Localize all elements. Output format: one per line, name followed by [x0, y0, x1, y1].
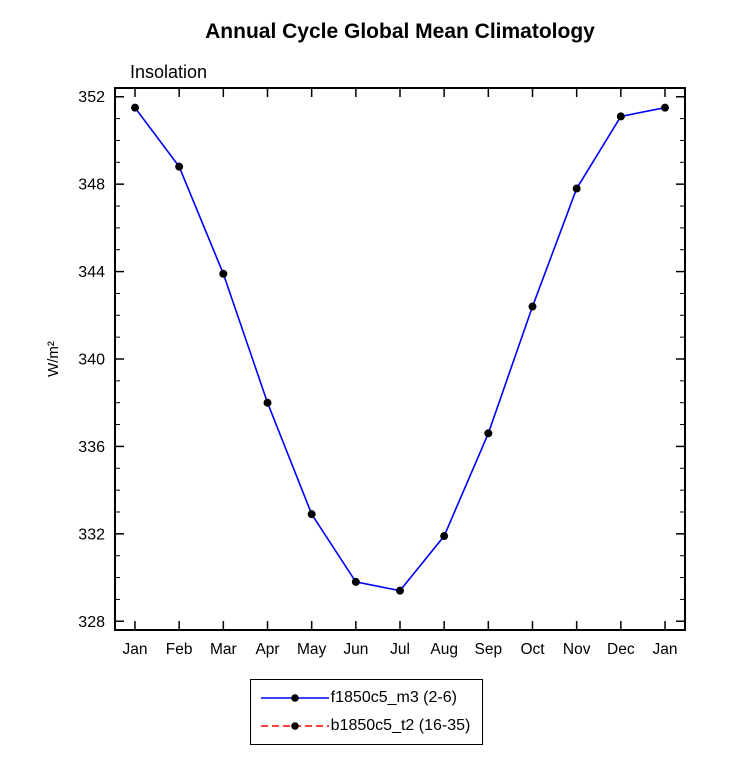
- y-axis-label: W/m²: [45, 341, 62, 377]
- x-tick-label: May: [297, 641, 327, 658]
- x-tick-label: Jun: [343, 641, 368, 658]
- plot-box: [114, 87, 686, 631]
- chart-subtitle: Insolation: [130, 62, 207, 82]
- legend-label-0: f1850c5_m3 (2-6): [330, 689, 457, 706]
- x-tick-label: Nov: [563, 641, 591, 658]
- annual-cycle-chart: Annual Cycle Global Mean Climatology Ins…: [45, 20, 686, 658]
- data-point-marker: [616, 112, 625, 121]
- x-tick-label: Mar: [210, 641, 237, 658]
- x-tick-label: Jul: [390, 641, 410, 658]
- x-tick-label: Dec: [607, 641, 635, 658]
- data-point-marker: [572, 184, 581, 193]
- legend-entry-1: b1850c5_t2 (16-35): [259, 713, 471, 739]
- y-tick-label: 336: [78, 439, 105, 456]
- x-tick-label: Jan: [123, 641, 148, 658]
- data-point-marker: [175, 162, 184, 171]
- y-tick-label: 348: [78, 177, 105, 194]
- data-point-marker: [263, 398, 272, 407]
- legend-sample-marker: [290, 694, 299, 702]
- plot-area: Jan Feb Mar Apr May Jun Jul Aug Sep Oct Nov Dec Jan 3…: [78, 87, 686, 658]
- data-point-marker: [351, 577, 360, 586]
- data-point-marker: [528, 302, 537, 311]
- legend: f1850c5_m3 (2-6) b1850c5_t2 (16-35): [249, 679, 484, 745]
- legend-line-sample-solid: [260, 694, 329, 702]
- x-tick-label: Sep: [475, 641, 503, 658]
- y-tick-label: 328: [78, 614, 105, 631]
- legend-sample-marker: [290, 722, 299, 730]
- y-tick-label: 332: [78, 526, 105, 543]
- legend-label-1: b1850c5_t2 (16-35): [330, 717, 471, 734]
- y-tick-label: 344: [78, 264, 105, 281]
- series-line: [134, 106, 666, 592]
- data-point-marker: [131, 103, 139, 112]
- legend-line-sample-dashed: [260, 722, 329, 730]
- x-tick-label: Jan: [653, 641, 678, 658]
- x-tick-label: Oct: [520, 641, 545, 658]
- chart-title: Annual Cycle Global Mean Climatology: [205, 20, 595, 43]
- data-point-marker: [219, 269, 228, 278]
- x-tick-label: Feb: [166, 641, 193, 658]
- data-point-marker: [440, 532, 449, 541]
- data-point-marker: [396, 586, 404, 595]
- data-point-marker: [661, 103, 669, 112]
- data-point-marker: [484, 429, 493, 438]
- y-tick-label: 352: [78, 89, 105, 106]
- x-tick-label: Aug: [430, 641, 458, 658]
- y-tick-label: 340: [78, 352, 105, 369]
- legend-wrap: f1850c5_m3 (2-6) b1850c5_t2 (16-35): [0, 679, 733, 745]
- x-tick-label: Apr: [255, 641, 279, 658]
- data-point-marker: [307, 510, 316, 519]
- legend-entry-0: f1850c5_m3 (2-6): [259, 685, 471, 711]
